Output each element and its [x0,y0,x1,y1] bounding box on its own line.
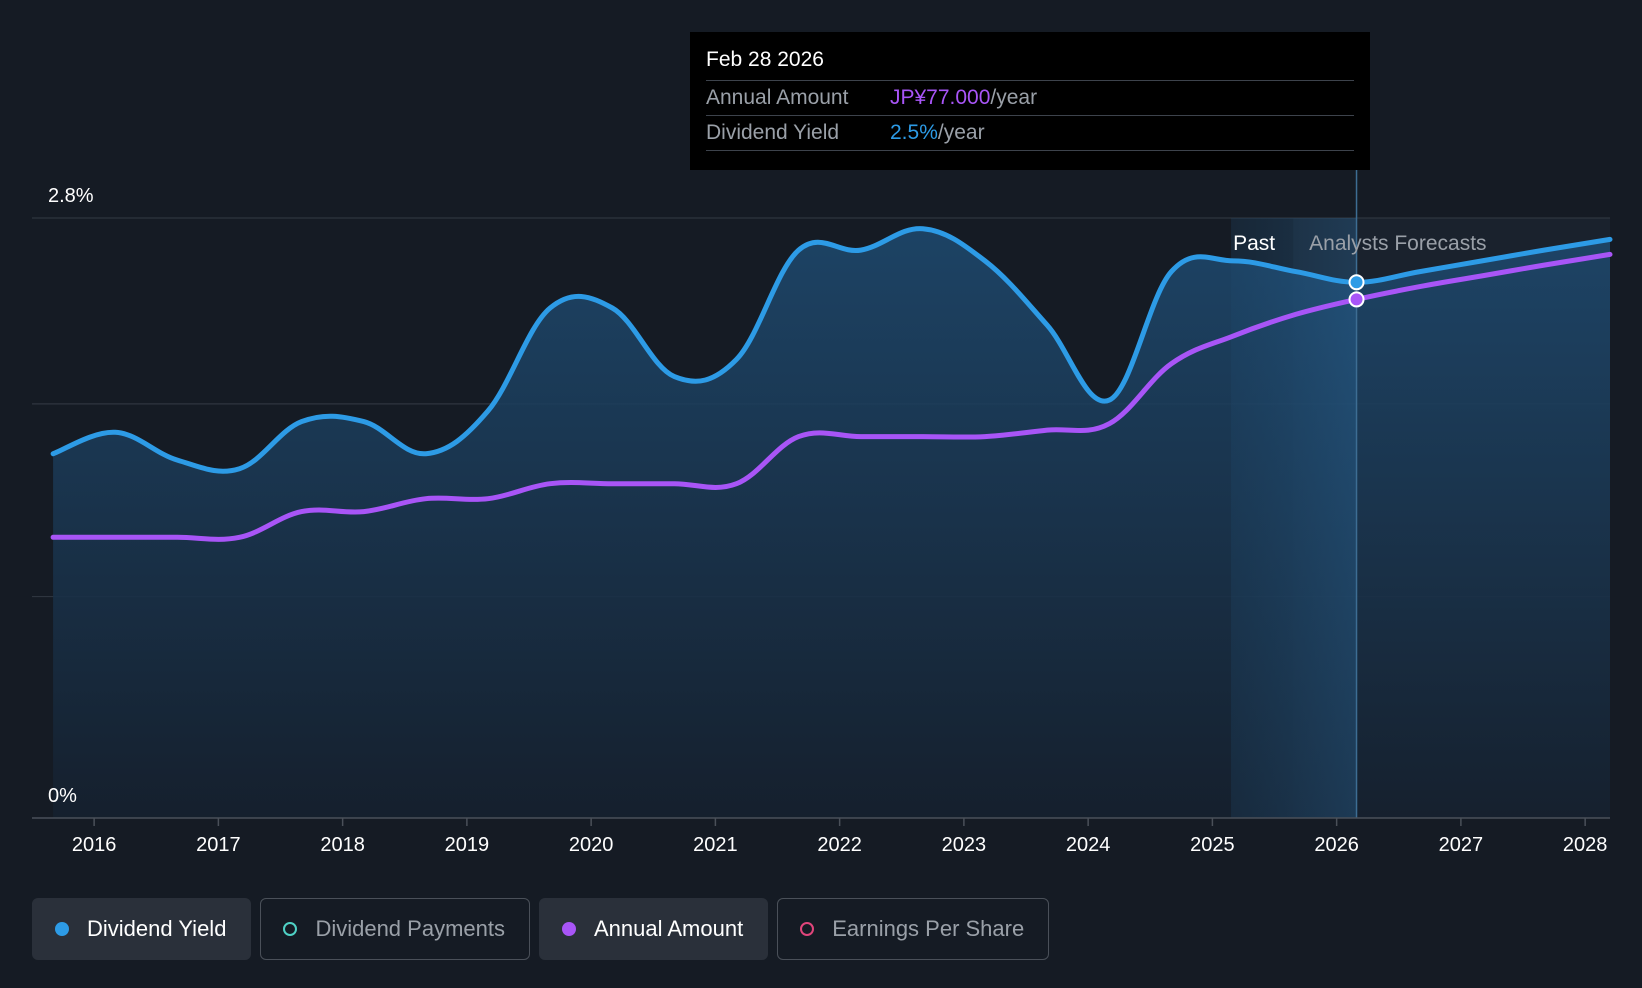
x-tick-label: 2016 [72,834,117,856]
hover-highlight-band [1231,218,1357,818]
tooltip-value: JP¥77.000 [890,86,991,109]
tooltip-label: Annual Amount [706,86,849,109]
x-tick-label: 2025 [1190,834,1235,856]
dividend-yield-area [53,228,1611,819]
x-tick-label: 2022 [817,834,862,856]
x-tick-label: 2026 [1314,834,1359,856]
legend-dot-icon [55,922,69,936]
x-tick-label: 2017 [196,834,241,856]
x-tick-label: 2024 [1066,834,1111,856]
legend-label: Earnings Per Share [832,916,1025,941]
past-label: Past [1233,232,1275,255]
tooltip-row-dividend-yield: Dividend Yield 2.5% /year [706,116,1354,151]
legend-earnings-per-share-button[interactable]: Earnings Per Share [777,898,1050,960]
tooltip-row-annual-amount: Annual Amount JP¥77.000 /year [706,81,1354,116]
x-tick-label: 2023 [942,834,987,856]
forecast-label: Analysts Forecasts [1309,232,1486,255]
hover-marker-annual-amount [1348,291,1365,308]
tooltip: Feb 28 2026 Annual Amount JP¥77.000 /yea… [690,32,1370,170]
tooltip-date: Feb 28 2026 [706,46,1354,81]
legend-label: Dividend Payments [315,916,505,941]
y-axis-label-top: 2.8% [48,185,94,207]
series-line-dividend-yield [50,226,1613,474]
x-tick-label: 2020 [569,834,614,856]
legend-dot-icon [800,922,815,936]
x-tick-label: 2021 [693,834,738,856]
tooltip-value: 2.5% [890,121,938,144]
x-tick-label: 2018 [320,834,365,856]
legend-dividend-payments-button[interactable]: Dividend Payments [260,898,530,960]
legend-label: Dividend Yield [87,916,227,941]
tooltip-label: Dividend Yield [706,121,840,144]
x-axis: 2016 2017 2018 2019 2020 2021 2022 2023 2024 2025… [72,818,1608,856]
legend-annual-amount-button[interactable]: Annual Amount [538,898,769,960]
y-axis-label-bottom: 0% [48,785,77,807]
x-tick-label: 2028 [1563,834,1608,856]
tooltip-unit: /year [937,121,985,144]
x-tick-label: 2027 [1439,834,1484,856]
legend-dot-icon [283,922,298,936]
legend: Dividend Yield Dividend Payments Annual … [32,898,1050,960]
tooltip-unit: /year [990,86,1038,109]
legend-dot-icon [561,922,576,936]
legend-label: Annual Amount [593,916,744,941]
hover-marker-dividend-yield [1348,274,1365,291]
legend-dividend-yield-button[interactable]: Dividend Yield [32,898,252,960]
series-line-annual-amount [50,251,1613,542]
x-tick-label: 2019 [445,834,490,856]
